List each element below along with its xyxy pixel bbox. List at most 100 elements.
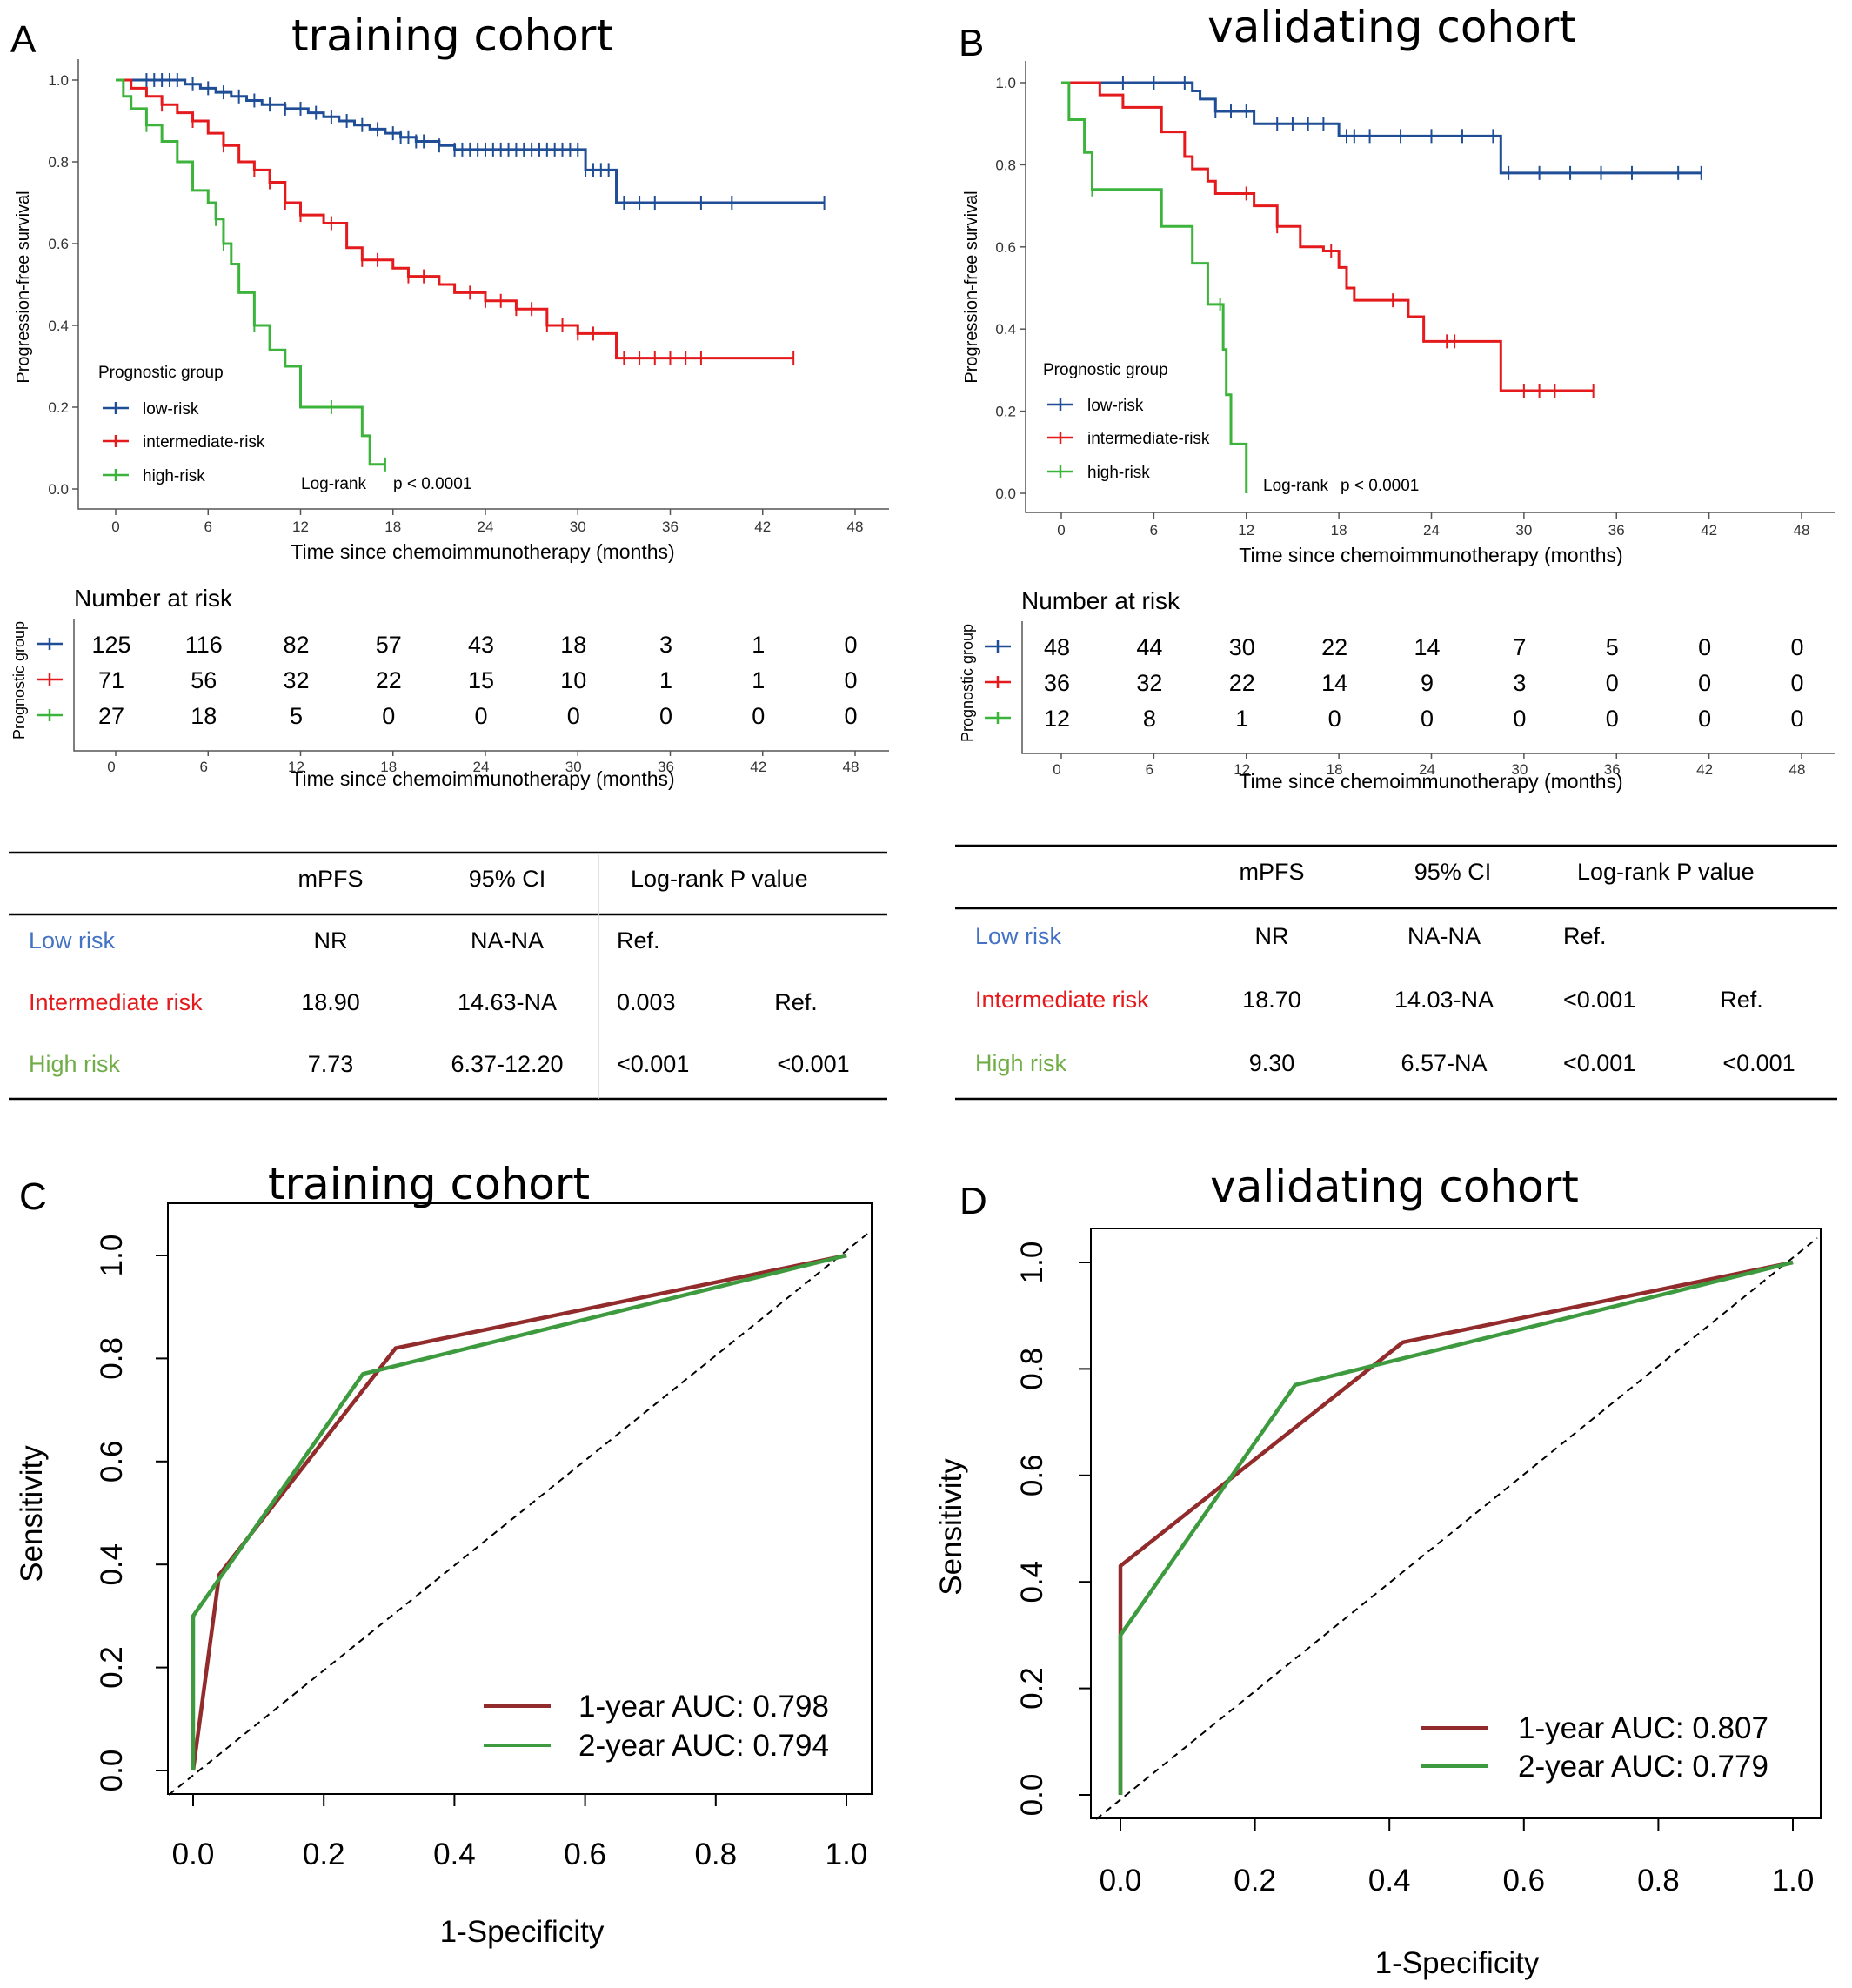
y-tick-label: 0.6: [95, 1440, 129, 1483]
table-b-row-intermediate-group: Intermediate risk: [975, 987, 1149, 1013]
km-curve-low-risk: [116, 78, 825, 204]
x-tick-label: 0.6: [564, 1837, 606, 1871]
table-a-row-high-group: High risk: [29, 1051, 121, 1077]
risk-x-tick-label: 12: [288, 759, 304, 775]
summary-table-b: mPFS 95% CI Log-rank P value Low risk NR…: [955, 844, 1837, 1101]
risk-count-low-risk: 22: [1321, 634, 1347, 660]
km-b-legend: low-risk intermediate-risk high-risk: [1047, 397, 1210, 482]
risk-x-tick-label: 12: [1234, 761, 1250, 778]
table-a-row-high-p1: <0.001: [617, 1051, 689, 1077]
roc-curve-roc_2yr: [191, 1253, 847, 1770]
risk-count-high-risk: 0: [474, 703, 487, 729]
panel-a-title: training cohort: [291, 10, 613, 61]
y-tick-label: 0.2: [95, 1646, 129, 1689]
panel-b: B validating cohort 0 6 12 18 24 30 36 42 480.00…: [955, 2, 1837, 1101]
km-curve-intermediate-risk: [1061, 81, 1594, 392]
risk-x-tick-label: 42: [1696, 761, 1713, 778]
risk-x-tick-label: 6: [1146, 761, 1153, 778]
table-b-row-high-ci: 6.57-NA: [1401, 1050, 1487, 1076]
risk-a-ylabel: Prognostic group: [10, 621, 28, 740]
risk-count-high-risk: 0: [1328, 706, 1341, 732]
km-a-legend-key-high: [103, 469, 129, 481]
km-a-legend-label-low: low-risk: [143, 400, 199, 418]
risk-count-high-risk: 0: [659, 703, 672, 729]
risk-x-tick-label: 42: [750, 759, 766, 775]
table-b-row-high-p1: <0.001: [1563, 1050, 1635, 1076]
risk-count-high-risk: 27: [98, 703, 124, 729]
risk-count-low-risk: 0: [1698, 634, 1711, 660]
risk-count-low-risk: 82: [283, 632, 309, 658]
roc-d-legend: 1-year AUC: 0.807 2-year AUC: 0.779: [1421, 1711, 1768, 1784]
km-b-legend-label-intermediate: intermediate-risk: [1087, 430, 1210, 448]
risk-x-tick-label: 0: [1053, 761, 1060, 778]
x-tick-label: 0.6: [1502, 1864, 1545, 1898]
roc-d-legend-label-2yr: 2-year AUC: 0.779: [1518, 1750, 1768, 1784]
risk-count-low-risk: 125: [91, 632, 130, 658]
risk-count-high-risk: 12: [1044, 706, 1070, 732]
y-tick-label: 1.0: [95, 1235, 129, 1277]
y-tick-label: 0.8: [48, 154, 69, 171]
panel-b-title: validating cohort: [1207, 2, 1576, 52]
roc-c-legend-label-2yr: 2-year AUC: 0.794: [578, 1729, 829, 1763]
risk-count-intermediate-risk: 32: [283, 667, 309, 693]
panel-d: D validating cohort 0.0 0.2 0.4 0.6 0.8 1.00.…: [934, 1161, 1822, 1980]
y-tick-label: 0.8: [995, 157, 1016, 173]
table-b-row-intermediate-p1: <0.001: [1563, 987, 1635, 1013]
table-b-header-ci: 95% CI: [1414, 859, 1492, 885]
x-tick-label: 18: [1331, 522, 1347, 539]
table-b-row-high-group: High risk: [975, 1050, 1067, 1076]
y-tick-label: 1.0: [1015, 1242, 1049, 1284]
km-b-legend-label-high: high-risk: [1087, 464, 1150, 482]
y-tick-label: 1.0: [995, 75, 1016, 91]
risk-count-intermediate-risk: 0: [1698, 670, 1711, 696]
y-tick-label: 0.2: [1015, 1667, 1049, 1710]
table-b-row-high-mpfs: 9.30: [1249, 1050, 1295, 1076]
y-tick-label: 0.4: [95, 1543, 129, 1586]
risk-count-low-risk: 0: [844, 632, 857, 658]
table-a-row-high-mpfs: 7.73: [308, 1051, 354, 1077]
roc-c-legend: 1-year AUC: 0.798 2-year AUC: 0.794: [484, 1690, 829, 1763]
table-a-row-high-ci: 6.37-12.20: [451, 1051, 563, 1077]
km-plot-b: 0 6 12 18 24 30 36 42 48 0.0 0.2 0.4 0.6 0.8 1.0: [995, 61, 1835, 539]
risk-count-intermediate-risk: 22: [376, 667, 402, 693]
risk-x-tick-label: 30: [1511, 761, 1528, 778]
roc-d-frame: [1090, 1228, 1822, 1819]
risk-count-intermediate-risk: 14: [1321, 670, 1347, 696]
risk-count-high-risk: 18: [191, 703, 217, 729]
km-b-legend-label-low: low-risk: [1087, 397, 1144, 415]
risk-count-intermediate-risk: 10: [560, 667, 586, 693]
x-tick-label: 0.0: [1100, 1864, 1142, 1898]
roc-plot-c: 0.0 0.2 0.4 0.6 0.8 1.0 0.0 0.2 0.4 0.6 0.8 1.0: [95, 1202, 873, 1871]
roc-c-ylabel: Sensitivity: [15, 1445, 49, 1583]
risk-count-intermediate-risk: 32: [1136, 670, 1162, 696]
risk-count-high-risk: 0: [844, 703, 857, 729]
risk-count-intermediate-risk: 71: [98, 667, 124, 693]
risk-x-tick-label: 6: [200, 759, 208, 775]
y-tick-label: 0.6: [1015, 1454, 1049, 1496]
x-tick-label: 0: [111, 519, 119, 535]
risk-count-intermediate-risk: 1: [659, 667, 672, 693]
table-a-row-low-group: Low risk: [29, 927, 116, 954]
y-tick-label: 0.4: [995, 321, 1016, 338]
table-b-row-high-p2: <0.001: [1722, 1050, 1795, 1076]
risk-count-low-risk: 5: [1606, 634, 1619, 660]
y-tick-label: 0.8: [95, 1337, 129, 1380]
x-tick-label: 1.0: [1772, 1864, 1815, 1898]
roc-plot-d: 0.0 0.2 0.4 0.6 0.8 1.0 0.0 0.2 0.4 0.6 0.8 1.0: [1015, 1228, 1822, 1898]
x-tick-label: 0.0: [172, 1837, 215, 1871]
panel-letter-b: B: [959, 22, 984, 64]
table-b-header-p: Log-rank P value: [1577, 859, 1755, 885]
x-tick-label: 24: [478, 519, 494, 535]
table-b-row-intermediate-ci: 14.03-NA: [1394, 987, 1494, 1013]
y-tick-label: 0.4: [48, 318, 69, 334]
x-tick-label: 0.8: [694, 1837, 737, 1871]
risk-x-tick-label: 36: [658, 759, 674, 775]
panel-a: A training cohort 0 6 12 18 24 30 36 42 480.00.2…: [9, 10, 889, 1101]
x-tick-label: 1.0: [826, 1837, 868, 1871]
panel-c-title: training cohort: [268, 1159, 590, 1209]
km-b-legend-title: Prognostic group: [1043, 361, 1168, 379]
panel-c: C training cohort 0.0 0.2 0.4 0.6 0.8 1.00.00…: [15, 1159, 873, 1949]
